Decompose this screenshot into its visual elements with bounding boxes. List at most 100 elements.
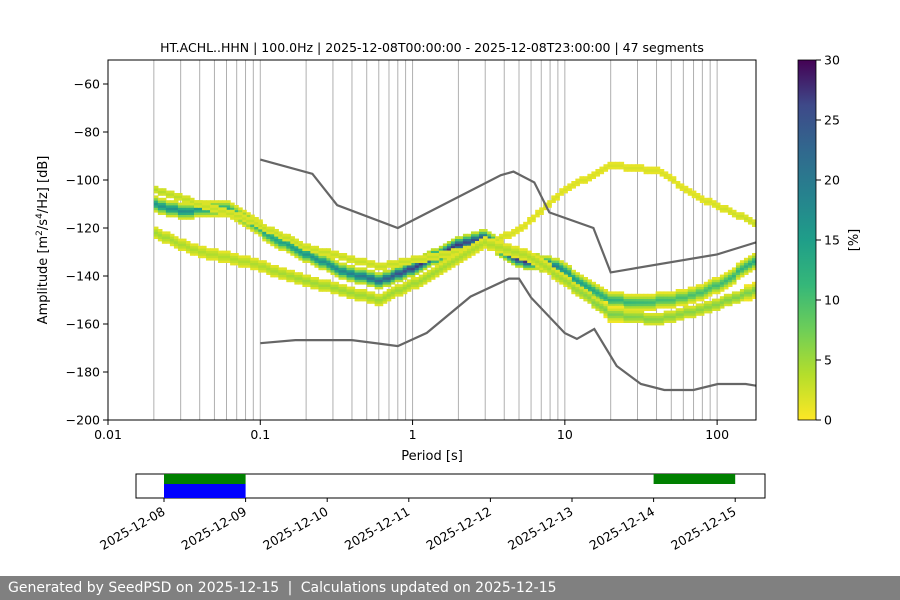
density-cell <box>153 205 159 208</box>
density-cell <box>414 279 420 283</box>
density-cell <box>647 166 653 170</box>
density-cell <box>334 291 340 295</box>
density-cell <box>238 214 243 218</box>
density-cell <box>426 260 432 263</box>
density-cell <box>611 320 617 323</box>
density-cell <box>591 173 597 177</box>
density-cell <box>173 202 179 206</box>
density-cell <box>599 171 605 175</box>
density-cell <box>719 298 725 302</box>
density-cell <box>398 257 404 261</box>
density-cell <box>483 243 488 247</box>
density-cell <box>559 267 564 271</box>
density-cell <box>226 212 231 215</box>
density-cell <box>193 202 199 206</box>
density-cell <box>635 293 641 297</box>
density-cell <box>354 281 360 285</box>
density-cell <box>707 293 713 297</box>
density-cell <box>735 217 741 220</box>
density-cell <box>647 171 653 175</box>
density-cell <box>238 257 243 261</box>
density-cell <box>322 284 328 287</box>
density-cell <box>418 284 424 287</box>
density-cell <box>470 241 476 244</box>
density-cell <box>639 305 645 309</box>
density-cell <box>483 245 488 249</box>
density-cell <box>306 274 311 278</box>
density-cell <box>659 305 665 309</box>
density-cell <box>719 279 725 283</box>
density-cell <box>683 315 689 319</box>
density-cell <box>430 274 436 278</box>
density-cell <box>342 274 348 278</box>
density-cell <box>531 262 536 266</box>
density-cell <box>185 197 191 201</box>
density-cell <box>587 176 593 179</box>
density-cell <box>422 274 428 278</box>
density-cell <box>470 245 476 249</box>
density-cell <box>302 253 307 256</box>
density-cell <box>715 308 721 311</box>
density-cell <box>687 298 693 302</box>
density-cell <box>374 286 380 290</box>
density-cell <box>262 236 267 239</box>
density-cell <box>687 296 693 299</box>
density-cell <box>390 269 396 273</box>
density-cell <box>282 236 287 239</box>
density-cell <box>547 262 552 266</box>
density-cell <box>667 296 673 299</box>
density-cell <box>198 214 203 218</box>
density-cell <box>378 298 384 302</box>
density-cell <box>659 315 665 319</box>
density-cell <box>623 303 629 307</box>
density-cell <box>210 212 215 215</box>
density-cell <box>266 241 271 244</box>
density-cell <box>499 236 504 239</box>
density-cell <box>358 269 364 273</box>
density-cell <box>723 274 729 278</box>
density-cell <box>226 200 231 203</box>
density-cell <box>527 255 532 259</box>
density-cell <box>583 279 588 283</box>
density-cell <box>374 296 380 299</box>
density-cell <box>619 303 625 307</box>
density-cell <box>571 181 576 184</box>
density-cell <box>342 293 348 297</box>
density-cell <box>723 279 729 283</box>
density-cell <box>286 245 291 249</box>
density-cell <box>210 257 215 261</box>
y-axis-label-part-2: /s <box>36 219 51 230</box>
density-cell <box>318 253 324 256</box>
density-cell <box>410 281 416 285</box>
density-cell <box>727 301 733 304</box>
density-cell <box>234 257 239 261</box>
density-cell <box>250 224 255 227</box>
density-cell <box>731 277 737 280</box>
density-cell <box>406 281 412 285</box>
density-cell <box>282 269 287 273</box>
density-cell <box>422 281 428 285</box>
density-cell <box>607 293 613 297</box>
density-cell <box>683 296 689 299</box>
density-cell <box>687 310 693 314</box>
density-cell <box>631 293 637 297</box>
density-cell <box>290 279 295 283</box>
density-cell <box>703 293 709 297</box>
density-cell <box>659 320 665 323</box>
density-cell <box>370 279 376 283</box>
density-cell <box>354 298 360 302</box>
density-cell <box>579 274 584 278</box>
density-cell <box>430 272 436 275</box>
y-axis: −60−80−100−120−140−160−180−200 <box>66 77 108 428</box>
density-cell <box>466 241 472 244</box>
density-cell <box>627 164 633 167</box>
density-cell <box>695 310 701 314</box>
density-cell <box>719 284 725 287</box>
density-cell <box>711 286 717 290</box>
density-cell <box>350 260 356 263</box>
density-cell <box>270 236 275 239</box>
density-cell <box>394 262 400 266</box>
density-cell <box>314 248 320 251</box>
density-cell <box>503 236 508 239</box>
density-cell <box>165 209 171 213</box>
